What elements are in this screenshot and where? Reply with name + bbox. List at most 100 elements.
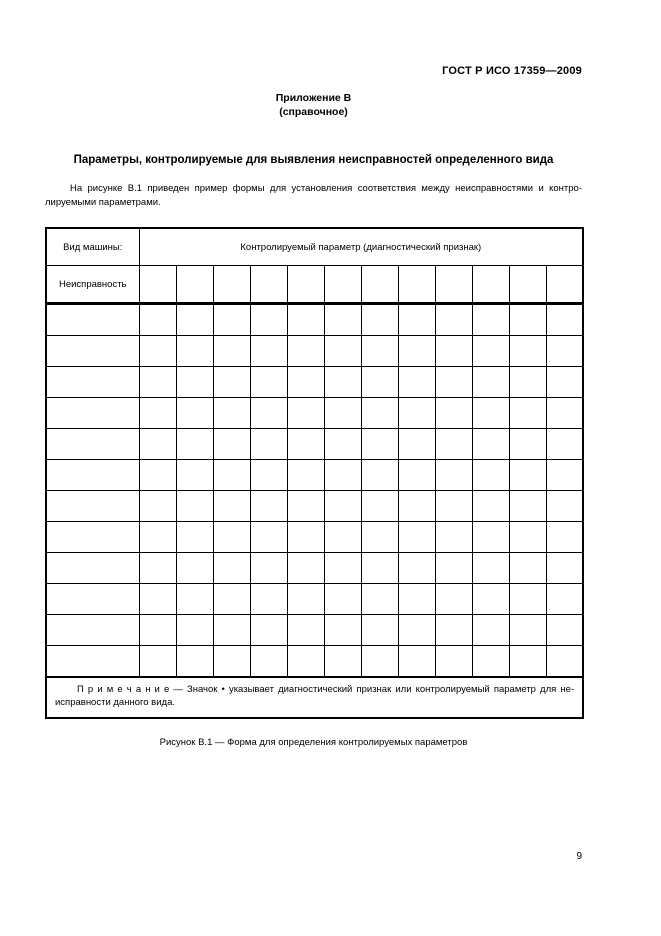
form-cell <box>175 335 214 367</box>
fault-name-cell <box>45 459 140 491</box>
form-cell <box>471 490 510 522</box>
empty-form-row <box>45 614 584 646</box>
form-cell <box>249 303 288 336</box>
appendix-subtitle: (справочное) <box>279 106 348 118</box>
form-cell <box>175 303 214 336</box>
note-line-2: исправности данного вида. <box>55 697 175 708</box>
form-cell <box>212 645 251 678</box>
form-cell <box>508 397 547 429</box>
empty-form-row <box>45 428 584 460</box>
form-cell <box>286 335 325 367</box>
machine-type-label-cell: Вид машины: <box>45 227 140 266</box>
form-cell <box>286 459 325 491</box>
form-cell <box>397 397 436 429</box>
form-cell <box>508 265 547 305</box>
form-cell <box>434 521 473 553</box>
form-cell <box>286 366 325 398</box>
form-cell <box>545 645 584 678</box>
form-cell <box>212 459 251 491</box>
form-cell <box>175 459 214 491</box>
form-cell <box>323 428 362 460</box>
form-cell <box>249 335 288 367</box>
form-cell <box>212 521 251 553</box>
form-cell <box>434 366 473 398</box>
form-cell <box>360 459 399 491</box>
form-cell <box>212 428 251 460</box>
note-cell: П р и м е ч а н и е — Значок • указывает… <box>45 676 584 719</box>
fault-name-cell <box>45 397 140 429</box>
form-cell <box>286 552 325 584</box>
figure-caption: Рисунок В.1 — Форма для определения конт… <box>159 737 468 748</box>
empty-form-row <box>45 490 584 522</box>
fault-name-cell <box>45 366 140 398</box>
form-cell <box>545 521 584 553</box>
form-cell <box>286 583 325 615</box>
fault-name-cell <box>45 583 140 615</box>
form-cell <box>360 366 399 398</box>
form-cell <box>434 303 473 336</box>
form-cell <box>397 265 436 305</box>
form-cell <box>249 366 288 398</box>
form-cell <box>471 303 510 336</box>
intro-line-2: лируемыми параметрами. <box>45 196 161 208</box>
form-cell <box>471 459 510 491</box>
form-cell <box>286 490 325 522</box>
form-cell <box>323 645 362 678</box>
form-cell <box>249 397 288 429</box>
appendix-heading: Приложение В (справочное) <box>45 91 582 119</box>
form-cell <box>212 583 251 615</box>
form-cell <box>138 490 177 522</box>
form-cell <box>212 265 251 305</box>
form-cell <box>397 335 436 367</box>
form-cell <box>471 335 510 367</box>
form-cell <box>508 614 547 646</box>
fault-name-cell <box>45 521 140 553</box>
form-cell <box>138 428 177 460</box>
fault-name-cell <box>45 428 140 460</box>
intro-line-1: На рисунке В.1 приведен пример формы для… <box>70 183 582 194</box>
empty-form-row <box>45 303 584 336</box>
form-cell <box>471 552 510 584</box>
form-cell <box>471 397 510 429</box>
form-cell <box>508 335 547 367</box>
form-cell <box>175 521 214 553</box>
form-cell <box>434 265 473 305</box>
empty-form-row <box>45 583 584 615</box>
form-cell <box>434 614 473 646</box>
form-cell <box>249 459 288 491</box>
form-cell <box>397 552 436 584</box>
form-cell <box>434 335 473 367</box>
form-cell <box>175 366 214 398</box>
form-cell <box>323 521 362 553</box>
form-cell <box>249 265 288 305</box>
form-cell <box>545 428 584 460</box>
empty-form-row <box>45 335 584 367</box>
form-cell <box>397 459 436 491</box>
form-cell <box>397 614 436 646</box>
form-cell <box>286 428 325 460</box>
form-cell <box>508 583 547 615</box>
form-cell <box>212 303 251 336</box>
form-cell <box>138 645 177 678</box>
form-cell <box>360 428 399 460</box>
form-cell <box>323 397 362 429</box>
form-cell <box>323 265 362 305</box>
form-cell <box>545 265 584 305</box>
form-cell <box>360 303 399 336</box>
form-cell <box>249 428 288 460</box>
form-cell <box>434 397 473 429</box>
form-cell <box>286 645 325 678</box>
form-cell <box>434 490 473 522</box>
form-cell <box>360 490 399 522</box>
form-cell <box>545 303 584 336</box>
empty-form-row <box>45 645 584 678</box>
page-number: 9 <box>576 851 582 862</box>
form-cell <box>545 490 584 522</box>
note-line-1: П р и м е ч а н и е — Значок • указывает… <box>77 684 575 695</box>
form-cell <box>434 645 473 678</box>
form-cell <box>508 428 547 460</box>
form-cell <box>397 490 436 522</box>
form-cell <box>360 645 399 678</box>
form-cell <box>138 397 177 429</box>
